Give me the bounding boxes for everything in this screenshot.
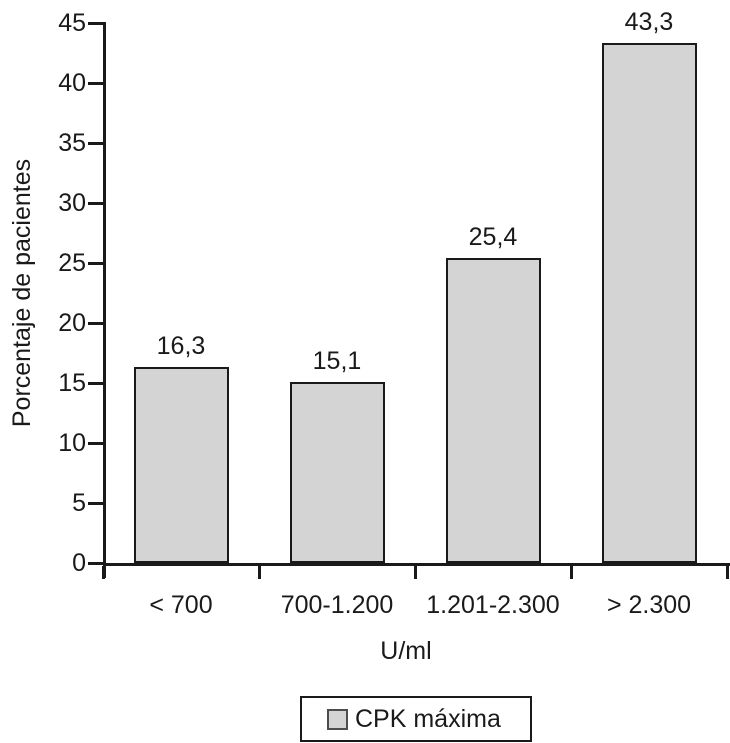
bar-2 bbox=[290, 382, 385, 563]
bar-3 bbox=[446, 258, 541, 563]
y-tick bbox=[88, 202, 103, 205]
y-tick-label: 10 bbox=[58, 429, 86, 457]
y-tick bbox=[88, 22, 103, 25]
y-tick bbox=[88, 502, 103, 505]
y-tick bbox=[88, 322, 103, 325]
x-tick bbox=[414, 566, 417, 579]
y-tick-label: 0 bbox=[72, 549, 86, 577]
y-tick-label: 45 bbox=[58, 9, 86, 37]
y-tick bbox=[88, 562, 103, 565]
y-tick bbox=[88, 442, 103, 445]
bar-4 bbox=[602, 43, 697, 563]
x-tick bbox=[102, 566, 105, 579]
bar-value-label-2: 15,1 bbox=[312, 347, 362, 375]
x-tick bbox=[570, 566, 573, 579]
y-axis-line bbox=[103, 22, 106, 578]
y-tick-label: 30 bbox=[58, 189, 86, 217]
x-tick bbox=[258, 566, 261, 579]
y-tick-label: 25 bbox=[58, 249, 86, 277]
y-tick bbox=[88, 82, 103, 85]
y-tick-label: 20 bbox=[58, 309, 86, 337]
x-tick-label-4: > 2.300 bbox=[606, 591, 692, 619]
x-axis-title: U/ml bbox=[380, 637, 432, 665]
legend-label: CPK máxima bbox=[355, 705, 501, 733]
bar-value-label-4: 43,3 bbox=[624, 8, 674, 36]
legend-box: CPK máxima bbox=[300, 696, 532, 742]
legend-swatch bbox=[327, 708, 348, 730]
y-tick-label: 5 bbox=[72, 489, 86, 517]
y-tick-label: 35 bbox=[58, 129, 86, 157]
y-tick bbox=[88, 142, 103, 145]
x-tick-label-2: 700-1.200 bbox=[280, 591, 394, 619]
bar-value-label-1: 16,3 bbox=[156, 332, 206, 360]
bar-value-label-3: 25,4 bbox=[468, 223, 518, 251]
x-axis-line bbox=[103, 563, 730, 566]
y-tick bbox=[88, 262, 103, 265]
x-tick bbox=[726, 566, 729, 579]
y-tick-label: 15 bbox=[58, 369, 86, 397]
x-tick-label-1: < 700 bbox=[149, 591, 213, 619]
bar-1 bbox=[134, 367, 229, 563]
y-axis-title: Porcentaje de pacientes bbox=[8, 158, 36, 428]
y-tick bbox=[88, 382, 103, 385]
x-tick-label-3: 1.201-2.300 bbox=[426, 591, 560, 619]
y-tick-label: 40 bbox=[58, 69, 86, 97]
